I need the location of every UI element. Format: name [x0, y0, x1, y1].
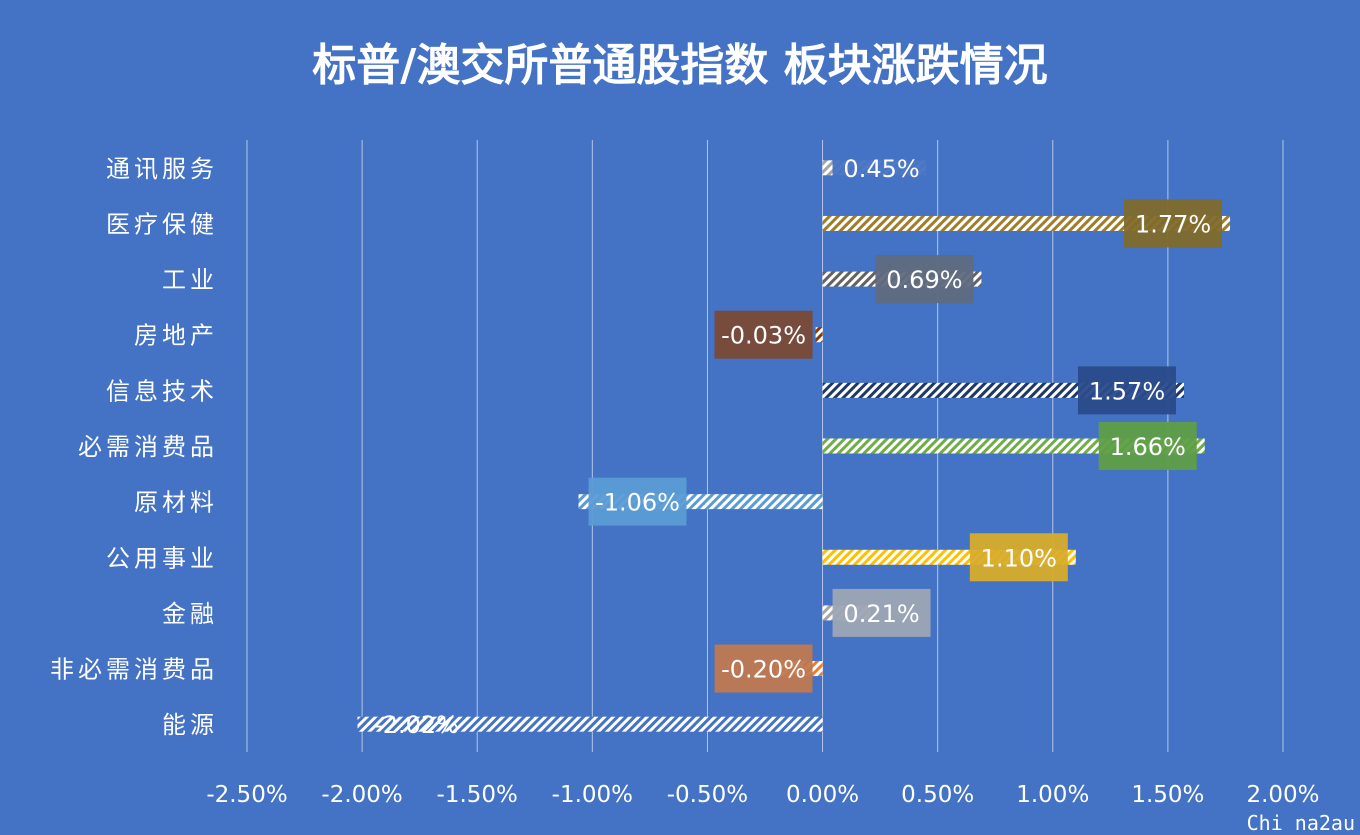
- data-label: 0.45%: [843, 155, 919, 183]
- x-tick-label: 1.50%: [1131, 782, 1204, 808]
- data-label-box: [832, 588, 931, 637]
- x-tick-label: -2.00%: [321, 782, 402, 808]
- data-label-box: [1078, 366, 1177, 415]
- data-label-box: [714, 310, 813, 359]
- category-label: 房地产: [134, 322, 218, 350]
- x-tick-label: 0.50%: [901, 782, 974, 808]
- data-label-box: [875, 255, 974, 304]
- data-label: 1.77%: [1135, 210, 1211, 238]
- data-label: 1.10%: [981, 544, 1057, 572]
- bars-group: 0.45% 1.77% 0.69% -0.03% 1.57% 1.66% -1.06% 1.1…: [357, 143, 1231, 739]
- data-label: 1.66%: [1110, 433, 1186, 461]
- x-tick-label: 1.00%: [1016, 782, 1089, 808]
- x-tick-label: -2.50%: [206, 782, 287, 808]
- category-label: 信息技术: [106, 377, 218, 405]
- data-label: 1.57%: [1089, 377, 1165, 405]
- category-label: 必需消费品: [78, 433, 218, 461]
- x-tick-label: 0.00%: [786, 782, 859, 808]
- category-label: 金融: [162, 600, 218, 628]
- x-tick-label: -1.50%: [437, 782, 518, 808]
- category-label: 能源: [162, 711, 218, 739]
- x-tick-label: 2.00%: [1246, 782, 1319, 808]
- data-label-box: [588, 477, 687, 526]
- category-label: 通讯服务: [106, 155, 218, 183]
- data-label: -2.02%: [374, 711, 459, 739]
- x-tick-labels: -2.50% -2.00% -1.50% -1.00% -0.50% 0.00% 0.50%…: [206, 782, 1319, 808]
- chart-title: 标普/澳交所普通股指数 板块涨跌情况: [312, 40, 1047, 91]
- data-label-box: [1098, 422, 1197, 470]
- bar: [815, 327, 823, 343]
- category-label: 非必需消费品: [50, 656, 218, 684]
- data-label: -0.20%: [721, 656, 806, 684]
- x-tick-label: -0.50%: [667, 782, 748, 808]
- bar: [357, 716, 823, 732]
- data-label: 0.69%: [886, 266, 962, 294]
- data-label: -1.06%: [595, 489, 680, 517]
- watermark: Chi na2au: [1247, 811, 1355, 835]
- data-label: 0.21%: [843, 600, 919, 628]
- data-label-box: [969, 533, 1068, 582]
- data-label: -0.03%: [721, 322, 806, 350]
- category-label: 工业: [162, 266, 218, 294]
- x-tick-label: -1.00%: [552, 782, 633, 808]
- category-label: 医疗保健: [106, 210, 218, 238]
- data-label-box: [1124, 199, 1223, 248]
- data-label-box: [832, 143, 931, 192]
- data-label-box: [714, 644, 813, 693]
- category-label: 原材料: [134, 489, 218, 517]
- category-label: 公用事业: [106, 544, 218, 572]
